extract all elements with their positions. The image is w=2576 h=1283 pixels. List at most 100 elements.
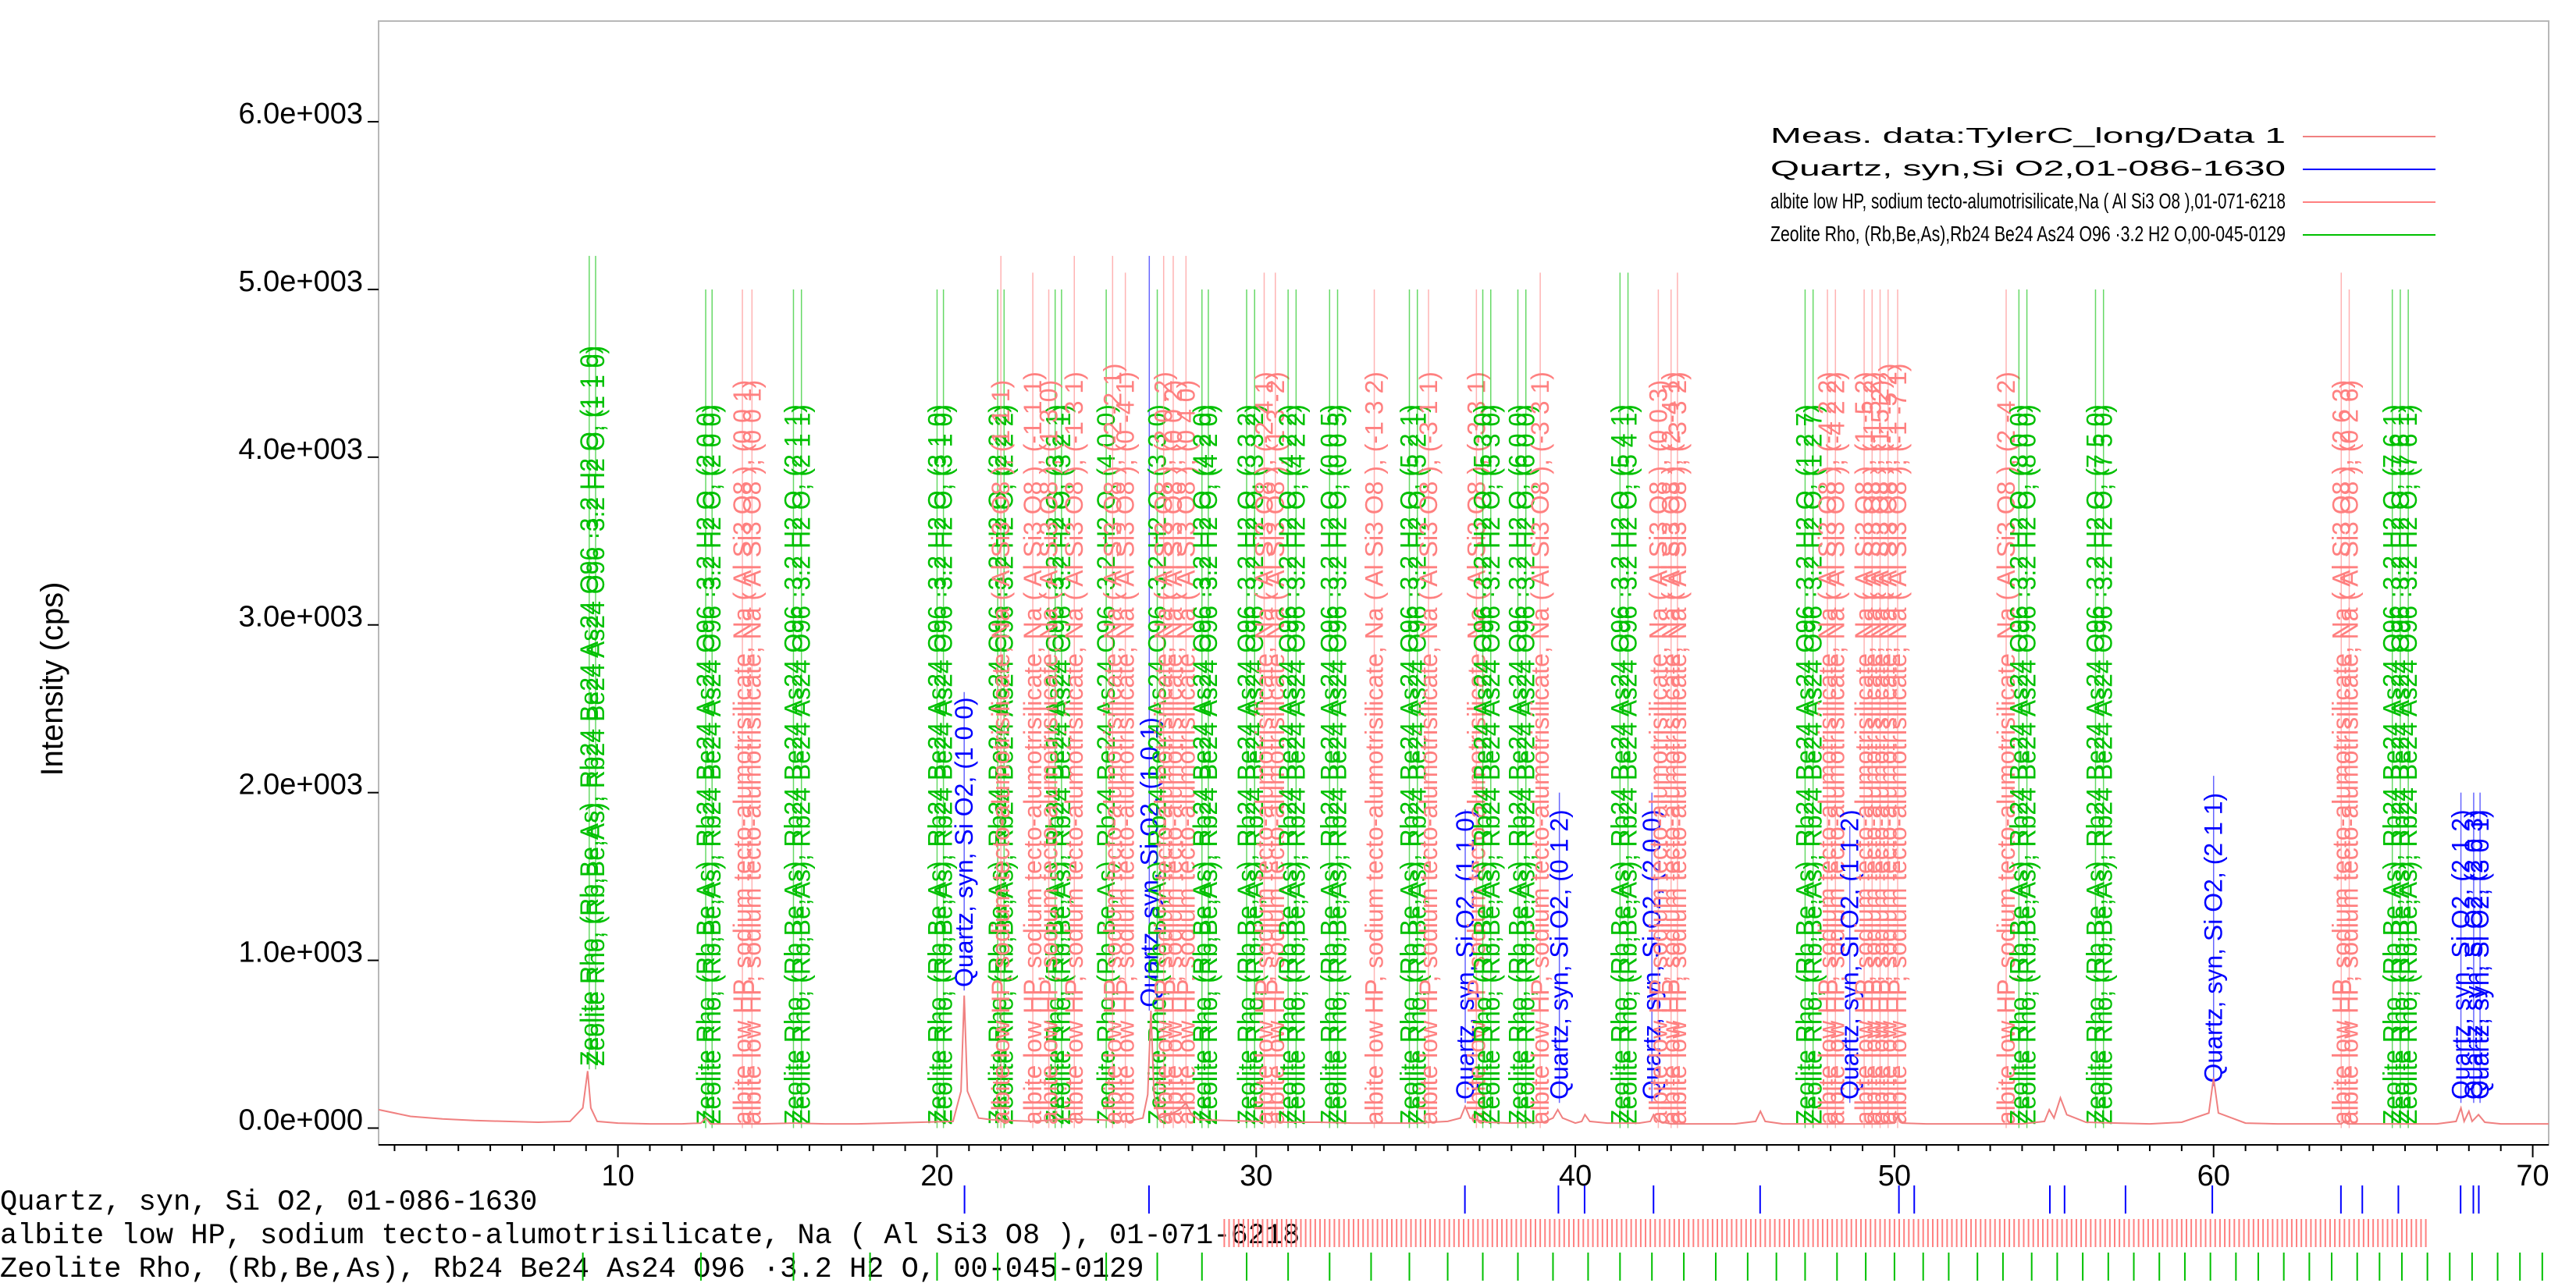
peak-label: Zeolite Rho, (Rb,Be,As), Rb24 Be24 As24 … bbox=[1799, 404, 1827, 1125]
x-tick-label: 20 bbox=[920, 1160, 953, 1192]
peak-label: albite low HP, sodium tecto-alumotrisili… bbox=[1112, 371, 1140, 1125]
peak-label: Zeolite Rho, (Rb,Be,As), Rb24 Be24 As24 … bbox=[2090, 404, 2118, 1125]
peak-label: Zeolite Rho, (Rb,Be,As), Rb24 Be24 As24 … bbox=[2394, 404, 2422, 1125]
peak-label: albite low HP, sodium tecto-alumotrisili… bbox=[1261, 371, 1290, 1125]
y-tick-label: 6.0e+003 bbox=[238, 98, 363, 130]
peak-label: Zeolite Rho, (Rb,Be,As), Rb24 Be24 As24 … bbox=[1233, 404, 1261, 1125]
y-tick-label: 4.0e+003 bbox=[238, 433, 363, 466]
peak-label: Zeolite Rho, (Rb,Be,As), Rb24 Be24 As24 … bbox=[1188, 404, 1216, 1125]
phase-row-label: Quartz, syn, Si O2, 01-086-1630 bbox=[0, 1186, 537, 1219]
peak-label: Zeolite Rho, (Rb,Be,As), Rb24 Be24 As24 … bbox=[1512, 404, 1540, 1125]
peak-label: Zeolite Rho, (Rb,Be,As), Rb24 Be24 As24 … bbox=[990, 404, 1018, 1125]
peak-label: Zeolite Rho, (Rb,Be,As), Rb24 Be24 As24 … bbox=[2081, 404, 2109, 1125]
series-line bbox=[378, 995, 2549, 1125]
peak-label: Zeolite Rho, (Rb,Be,As), Rb24 Be24 As24 … bbox=[1092, 404, 1120, 1125]
peak-label: albite low HP, sodium tecto-alumotrisili… bbox=[1821, 371, 1849, 1125]
x-axis: 10 20 30 40 50 60 70 bbox=[379, 1144, 2549, 1192]
peak-label: Zeolite Rho, (Rb,Be,As), Rb24 Be24 As24 … bbox=[582, 346, 610, 1066]
peak-label: Zeolite Rho, (Rb,Be,As), Rb24 Be24 As24 … bbox=[1396, 404, 1424, 1125]
peak-label: albite low HP, sodium tecto-alumotrisili… bbox=[987, 380, 1015, 1125]
y-tick-label: 2.0e+003 bbox=[238, 769, 363, 801]
phase-row-label: albite low HP, sodium tecto-alumotrisili… bbox=[0, 1220, 1300, 1253]
peak-label: Zeolite Rho, (Rb,Be,As), Rb24 Be24 As24 … bbox=[2013, 404, 2041, 1125]
peak-label: Zeolite Rho, (Rb,Be,As), Rb24 Be24 As24 … bbox=[779, 404, 807, 1125]
y-axis-label: Intensity (cps) bbox=[35, 582, 69, 777]
legend-entry-label: Meas. data:TylerC_long/Data 1 bbox=[1770, 123, 2286, 147]
y-tick-label: 1.0e+003 bbox=[238, 936, 363, 969]
peak-label: Zeolite Rho, (Rb,Be,As), Rb24 Be24 As24 … bbox=[1504, 404, 1532, 1125]
peak-label: Zeolite Rho, (Rb,Be,As), Rb24 Be24 As24 … bbox=[1048, 404, 1076, 1125]
legend-entry-label: albite low HP, sodium tecto-alumotrisili… bbox=[1770, 189, 2286, 213]
series-group bbox=[378, 995, 2549, 1125]
x-tick-label: 10 bbox=[601, 1160, 634, 1192]
peak-label: Quartz, syn, Si O2, (1 1 2) bbox=[1836, 809, 1864, 1100]
peak-label: Zeolite Rho, (Rb,Be,As), Rb24 Be24 As24 … bbox=[1324, 404, 1352, 1125]
peak-label: albite low HP, sodium tecto-alumotrisili… bbox=[1159, 380, 1187, 1125]
y-tick-label: 3.0e+003 bbox=[238, 601, 363, 634]
peak-label: Quartz, syn, Si O2, (0 1 2) bbox=[1546, 809, 1574, 1100]
x-tick-label: 50 bbox=[1878, 1160, 1911, 1192]
peak-label: albite low HP, sodium tecto-alumotrisili… bbox=[1884, 363, 1912, 1125]
peak-label: Zeolite Rho, (Rb,Be,As), Rb24 Be24 As24 … bbox=[984, 404, 1012, 1125]
peak-label: Quartz, syn, Si O2, (2 1 2) bbox=[2447, 809, 2475, 1100]
peak-label: Quartz, syn, Si O2, (2 1 1) bbox=[2200, 793, 2228, 1083]
peak-label: Zeolite Rho, (Rb,Be,As), Rb24 Be24 As24 … bbox=[1274, 404, 1302, 1125]
peak-label: Zeolite Rho, (Rb,Be,As), Rb24 Be24 As24 … bbox=[1469, 404, 1497, 1125]
x-tick-label: 70 bbox=[2516, 1160, 2549, 1192]
peak-label: albite low HP, sodium tecto-alumotrisili… bbox=[2335, 380, 2363, 1125]
peak-label: Quartz, syn, Si O2, (2 0 0) bbox=[1638, 809, 1666, 1100]
peak-label: Zeolite Rho, (Rb,Be,As), Rb24 Be24 As24 … bbox=[2386, 404, 2414, 1125]
x-tick-label: 40 bbox=[1559, 1160, 1592, 1192]
peak-label: Zeolite Rho, (Rb,Be,As), Rb24 Be24 As24 … bbox=[1477, 404, 1505, 1125]
peak-label: Zeolite Rho, (Rb,Be,As), Rb24 Be24 As24 … bbox=[923, 404, 951, 1125]
peak-label: albite low HP, sodium tecto-alumotrisili… bbox=[2327, 380, 2355, 1125]
x-tick-label: 30 bbox=[1240, 1160, 1272, 1192]
peak-label: albite low HP, sodium tecto-alumotrisili… bbox=[1992, 371, 2020, 1125]
peak-label: Zeolite Rho, (Rb,Be,As), Rb24 Be24 As24 … bbox=[1606, 404, 1634, 1125]
peak-label: Zeolite Rho, (Rb,Be,As), Rb24 Be24 As24 … bbox=[575, 346, 603, 1066]
peak-label: Zeolite Rho, (Rb,Be,As), Rb24 Be24 As24 … bbox=[788, 404, 816, 1125]
peak-label: albite low HP, sodium tecto-alumotrisili… bbox=[1866, 380, 1895, 1125]
peak-label: Zeolite Rho, (Rb,Be,As), Rb24 Be24 As24 … bbox=[930, 404, 958, 1125]
peak-label: Zeolite Rho, (Rb,Be,As), Rb24 Be24 As24 … bbox=[1144, 404, 1172, 1125]
peak-label: Quartz, syn, Si O2, (2 0 3) bbox=[2460, 809, 2488, 1100]
peak-labels: Zeolite Rho, (Rb,Be,As), Rb24 Be24 As24 … bbox=[575, 255, 2494, 1128]
peak-label: albite low HP, sodium tecto-alumotrisili… bbox=[1098, 363, 1126, 1125]
phase-row-label: Zeolite Rho, (Rb,Be,As), Rb24 Be24 As24 … bbox=[0, 1253, 1144, 1283]
x-tick-label: 60 bbox=[2197, 1160, 2230, 1192]
peak-label: albite low HP, sodium tecto-alumotrisili… bbox=[1657, 371, 1685, 1125]
peak-label: Zeolite Rho, (Rb,Be,As), Rb24 Be24 As24 … bbox=[1282, 404, 1310, 1125]
y-tick-label: 5.0e+003 bbox=[238, 265, 363, 298]
peak-label: albite low HP, sodium tecto-alumotrisili… bbox=[1019, 371, 1047, 1125]
peak-label: Zeolite Rho, (Rb,Be,As), Rb24 Be24 As24 … bbox=[1614, 404, 1642, 1125]
peak-label: albite low HP, sodium tecto-alumotrisili… bbox=[1060, 371, 1088, 1125]
peak-label: Zeolite Rho, (Rb,Be,As), Rb24 Be24 As24 … bbox=[2005, 404, 2033, 1125]
peak-label: albite low HP, sodium tecto-alumotrisili… bbox=[1250, 371, 1278, 1125]
peak-label: albite low HP, sodium tecto-alumotrisili… bbox=[1172, 380, 1200, 1125]
peak-label: albite low HP, sodium tecto-alumotrisili… bbox=[1414, 371, 1443, 1125]
legend-background bbox=[1764, 119, 2490, 265]
peak-label: Quartz, syn, Si O2, (1 0 1) bbox=[1135, 717, 1163, 1008]
legend: Meas. data:TylerC_long/Data 1 Quartz, syn… bbox=[1764, 119, 2490, 265]
peak-label: albite low HP, sodium tecto-alumotrisili… bbox=[1526, 371, 1554, 1125]
peak-label: Zeolite Rho, (Rb,Be,As), Rb24 Be24 As24 … bbox=[2379, 404, 2407, 1125]
peak-label: Zeolite Rho, (Rb,Be,As), Rb24 Be24 As24 … bbox=[1041, 404, 1069, 1125]
peak-label: albite low HP, sodium tecto-alumotrisili… bbox=[1663, 371, 1692, 1125]
peak-label: albite low HP, sodium tecto-alumotrisili… bbox=[1813, 371, 1841, 1125]
peak-label: albite low HP, sodium tecto-alumotrisili… bbox=[1361, 371, 1389, 1125]
peak-label: albite low HP, sodium tecto-alumotrisili… bbox=[1462, 371, 1490, 1125]
peak-label: Zeolite Rho, (Rb,Be,As), Rb24 Be24 As24 … bbox=[1404, 404, 1432, 1125]
peak-label: Zeolite Rho, (Rb,Be,As), Rb24 Be24 As24 … bbox=[1791, 404, 1819, 1125]
y-axis: 0.0e+000 1.0e+003 2.0e+003 3.0e+003 4.0e+003… bbox=[238, 98, 379, 1137]
peak-label: Zeolite Rho, (Rb,Be,As), Rb24 Be24 As24 … bbox=[1194, 404, 1222, 1125]
peak-label: Quartz, syn, Si O2, (1 1 0) bbox=[1451, 809, 1479, 1100]
peak-label: Quartz, syn, Si O2, (3 0 1) bbox=[2466, 809, 2494, 1100]
legend-entry-label: Quartz, syn,Si O2,01-086-1630 bbox=[1770, 156, 2286, 180]
peak-label: albite low HP, sodium tecto-alumotrisili… bbox=[1035, 380, 1063, 1125]
peak-label: albite low HP, sodium tecto-alumotrisili… bbox=[1644, 380, 1672, 1125]
peak-label: Zeolite Rho, (Rb,Be,As), Rb24 Be24 As24 … bbox=[692, 404, 720, 1125]
peak-label: albite low HP, sodium tecto-alumotrisili… bbox=[738, 380, 766, 1125]
legend-entry-label: Zeolite Rho, (Rb,Be,As),Rb24 Be24 As24 O… bbox=[1770, 222, 2286, 246]
